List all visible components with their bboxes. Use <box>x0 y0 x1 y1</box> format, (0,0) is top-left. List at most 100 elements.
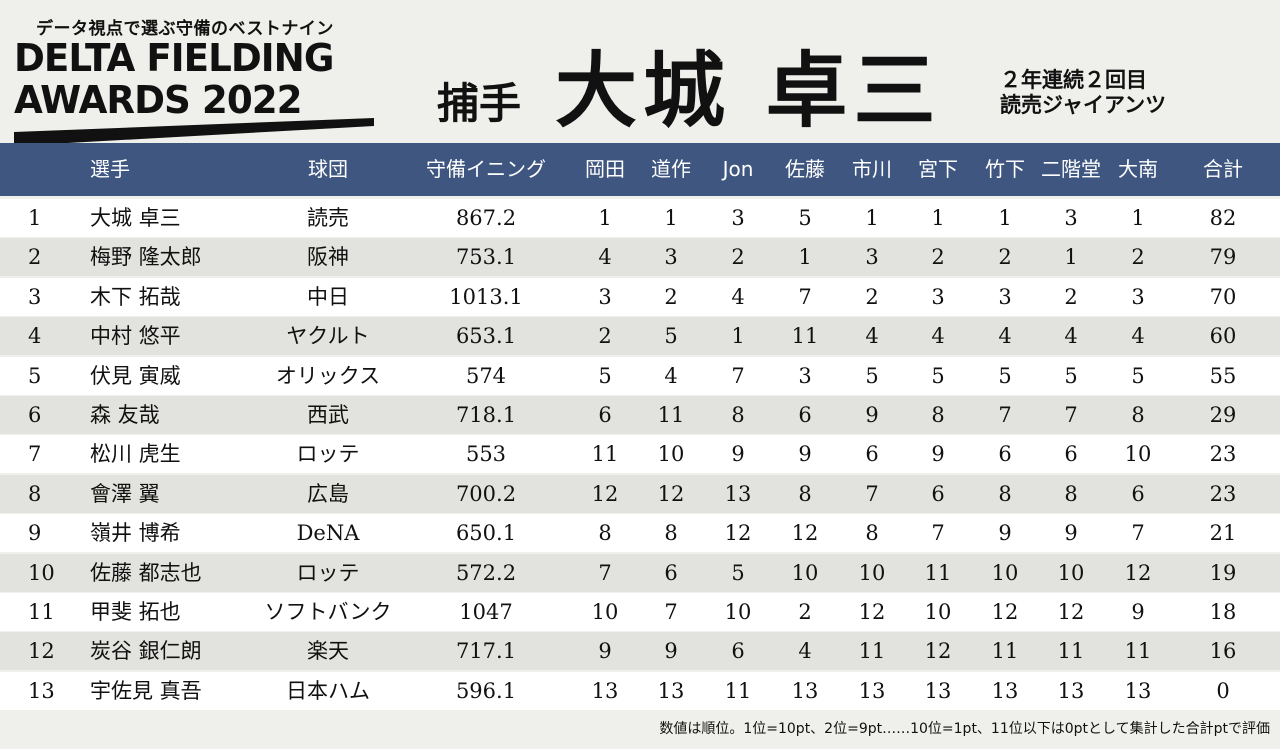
cell-ominami: 1 <box>1131 206 1145 230</box>
cell-innings: 596.1 <box>455 678 517 703</box>
table-row: 12 炭谷 銀仁朗 楽天 717.1 9 9 6 4 11 12 11 11 11 16 <box>0 632 1280 671</box>
cell-ichikawa: 8 <box>865 521 879 546</box>
cell-takeshita: 9 <box>998 521 1012 546</box>
cell-miyashita: 3 <box>931 284 945 309</box>
cell-team: ヤクルト <box>286 324 370 349</box>
cell-nikaido: 4 <box>1064 324 1078 349</box>
cell-okada: 7 <box>598 560 612 585</box>
cell-okada: 8 <box>598 521 612 546</box>
cell-nikaido: 8 <box>1064 481 1078 506</box>
cell-total: 82 <box>1209 206 1237 230</box>
cell-miyashita: 10 <box>924 600 952 624</box>
cell-player: 甲斐 拓也 <box>90 600 181 624</box>
cell-player: 炭谷 銀仁朗 <box>90 639 202 664</box>
cell-player: 梅野 隆太郎 <box>90 245 202 270</box>
table-row: 9 嶺井 博希 DeNA 650.1 8 8 12 12 8 7 9 9 7 21 <box>0 514 1280 553</box>
cell-okada: 2 <box>598 324 612 349</box>
cell-player: 中村 悠平 <box>90 324 181 349</box>
cell-innings: 572.2 <box>455 560 517 585</box>
cell-total: 16 <box>1209 639 1237 664</box>
cell-ichikawa: 7 <box>865 481 879 506</box>
cell-rank: 4 <box>28 324 42 349</box>
cell-dosaku: 6 <box>664 560 678 585</box>
awards-logo: データ視点で選ぶ守備のベストナイン DELTA FIELDING AWARDS … <box>14 10 386 146</box>
cell-rank: 7 <box>28 442 42 467</box>
cell-sato: 13 <box>791 678 819 703</box>
cell-sato: 7 <box>798 284 812 309</box>
cell-takeshita: 8 <box>998 481 1012 506</box>
cell-total: 79 <box>1209 245 1237 270</box>
table-row: 2 梅野 隆太郎 阪神 753.1 4 3 2 1 3 2 2 1 2 79 <box>0 238 1280 277</box>
cell-ichikawa: 4 <box>865 324 879 349</box>
cell-sato: 1 <box>798 245 812 270</box>
logo-swoosh-shape <box>14 118 374 146</box>
cell-dosaku: 3 <box>664 245 678 270</box>
cell-miyashita: 12 <box>924 639 952 664</box>
cell-innings: 650.1 <box>455 521 517 546</box>
cell-jon: 1 <box>731 324 745 349</box>
cell-ichikawa: 6 <box>865 442 879 467</box>
page-header: データ視点で選ぶ守備のベストナイン DELTA FIELDING AWARDS … <box>0 0 1280 146</box>
cell-rank: 11 <box>28 600 55 624</box>
cell-ominami: 6 <box>1131 481 1145 506</box>
table-row: 8 會澤 翼 広島 700.2 12 12 13 8 7 6 8 8 6 23 <box>0 474 1280 513</box>
cell-miyashita: 1 <box>931 206 945 230</box>
cell-innings: 574 <box>465 363 507 388</box>
cell-sato: 2 <box>798 600 812 624</box>
cell-innings: 718.1 <box>455 403 517 427</box>
cell-team: ロッテ <box>296 442 360 467</box>
cell-rank: 5 <box>28 363 42 388</box>
logo-kicker: データ視点で選ぶ守備のベストナイン <box>36 19 334 39</box>
cell-team: 楽天 <box>307 639 349 664</box>
cell-dosaku: 11 <box>657 403 685 427</box>
cell-team: 日本ハム <box>286 678 370 703</box>
cell-innings: 753.1 <box>455 245 517 270</box>
cell-miyashita: 6 <box>931 481 945 506</box>
cell-okada: 9 <box>598 639 612 664</box>
cell-jon: 2 <box>731 245 745 270</box>
column-header-sato: 佐藤 <box>785 157 825 181</box>
cell-jon: 8 <box>731 403 745 427</box>
cell-team: ロッテ <box>296 560 360 585</box>
cell-rank: 9 <box>28 521 42 546</box>
cell-dosaku: 5 <box>664 324 678 349</box>
cell-sato: 4 <box>798 639 812 664</box>
cell-jon: 6 <box>731 639 745 664</box>
cell-takeshita: 4 <box>998 324 1012 349</box>
cell-miyashita: 9 <box>931 442 945 467</box>
cell-dosaku: 4 <box>664 363 678 388</box>
cell-jon: 4 <box>731 284 745 309</box>
cell-total: 23 <box>1209 481 1237 506</box>
cell-nikaido: 7 <box>1064 403 1078 427</box>
cell-innings: 653.1 <box>455 324 517 349</box>
column-header-player: 選手 <box>90 157 130 181</box>
cell-okada: 13 <box>591 678 619 703</box>
cell-okada: 10 <box>591 600 619 624</box>
table-row: 10 佐藤 都志也 ロッテ 572.2 7 6 5 10 10 11 10 10 12 19 <box>0 553 1280 592</box>
cell-total: 70 <box>1209 284 1237 309</box>
cell-okada: 1 <box>598 206 612 230</box>
cell-jon: 3 <box>731 206 745 230</box>
cell-ominami: 9 <box>1131 600 1145 624</box>
cell-takeshita: 5 <box>998 363 1012 388</box>
cell-rank: 2 <box>28 245 42 270</box>
cell-nikaido: 6 <box>1064 442 1078 467</box>
cell-dosaku: 13 <box>657 678 685 703</box>
cell-total: 0 <box>1216 678 1230 703</box>
table-row: 6 森 友哉 西武 718.1 6 11 8 6 9 8 7 7 8 29 <box>0 396 1280 434</box>
column-header-rank <box>11 143 61 196</box>
cell-team: 中日 <box>307 284 349 309</box>
badge-streak: ２年連続２回目 <box>1000 68 1147 92</box>
column-header-total: 合計 <box>1203 157 1243 181</box>
cell-dosaku: 2 <box>664 284 678 309</box>
cell-miyashita: 4 <box>931 324 945 349</box>
cell-team: ソフトバンク <box>264 600 392 624</box>
cell-rank: 12 <box>28 639 55 664</box>
cell-jon: 11 <box>724 678 752 703</box>
column-header-ominami: 大南 <box>1118 157 1158 181</box>
logo-title-line1: DELTA FIELDING <box>14 36 334 80</box>
cell-team: DeNA <box>296 521 360 546</box>
cell-miyashita: 8 <box>931 403 945 427</box>
cell-nikaido: 9 <box>1064 521 1078 546</box>
cell-ichikawa: 10 <box>858 560 886 585</box>
